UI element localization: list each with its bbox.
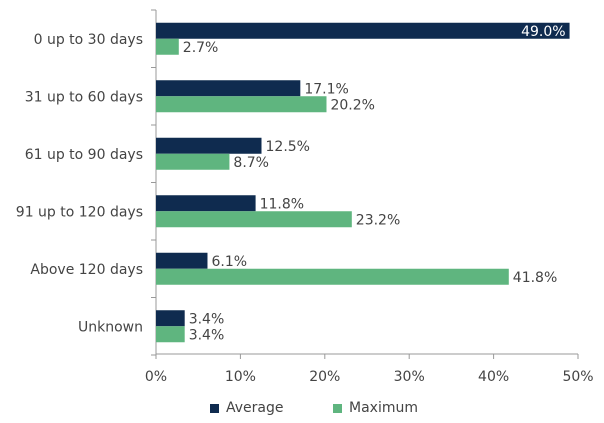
bar-average [156,137,262,154]
legend-swatch-average [210,403,219,413]
data-label: 3.4% [189,327,225,343]
bar-chart: 0% 10% 20% 30% 40% 50% 0 up to 30 days 49.0% 2.7… [16,9,594,385]
bar-maximum [156,211,352,228]
x-tick-label: 10% [225,369,256,385]
legend-label-maximum: Maximum [349,400,418,416]
legend-swatch-maximum [333,403,342,413]
category-label: 31 up to 60 days [25,89,143,105]
data-label: 8.7% [233,155,269,171]
bar-average [156,22,570,39]
x-tick-label: 20% [309,369,340,385]
legend-label-average: Average [226,400,284,416]
data-label: 12.5% [266,139,310,155]
data-label: 23.2% [356,212,400,228]
x-tick-label: 50% [562,369,593,385]
x-tick-label: 30% [394,369,425,385]
bar-average [156,252,208,269]
category-label: Above 120 days [30,262,143,278]
bar-maximum [156,96,327,113]
x-tick-label: 40% [478,369,509,385]
bar-maximum [156,153,230,170]
bar-average [156,310,185,327]
x-tick-label: 0% [145,369,167,385]
data-label: 6.1% [211,254,247,270]
category-label: 61 up to 90 days [25,147,143,163]
data-label: 41.8% [513,270,557,286]
category-label: 91 up to 120 days [16,204,143,220]
data-label: 17.1% [304,81,348,97]
category-label: Unknown [78,319,143,335]
category-label: 0 up to 30 days [34,32,143,48]
data-label: 2.7% [183,40,219,56]
bar-average [156,195,256,212]
bar-maximum [156,38,179,55]
legend-item-maximum: Maximum [333,400,418,416]
legend: Average Maximum [0,400,604,422]
data-label: 11.8% [260,196,304,212]
data-label: 49.0% [521,24,565,40]
bar-maximum [156,326,185,343]
bar-average [156,80,301,97]
legend-item-average: Average [210,400,284,416]
data-label: 20.2% [330,97,374,113]
data-label: 3.4% [189,311,225,327]
bar-maximum [156,268,509,285]
